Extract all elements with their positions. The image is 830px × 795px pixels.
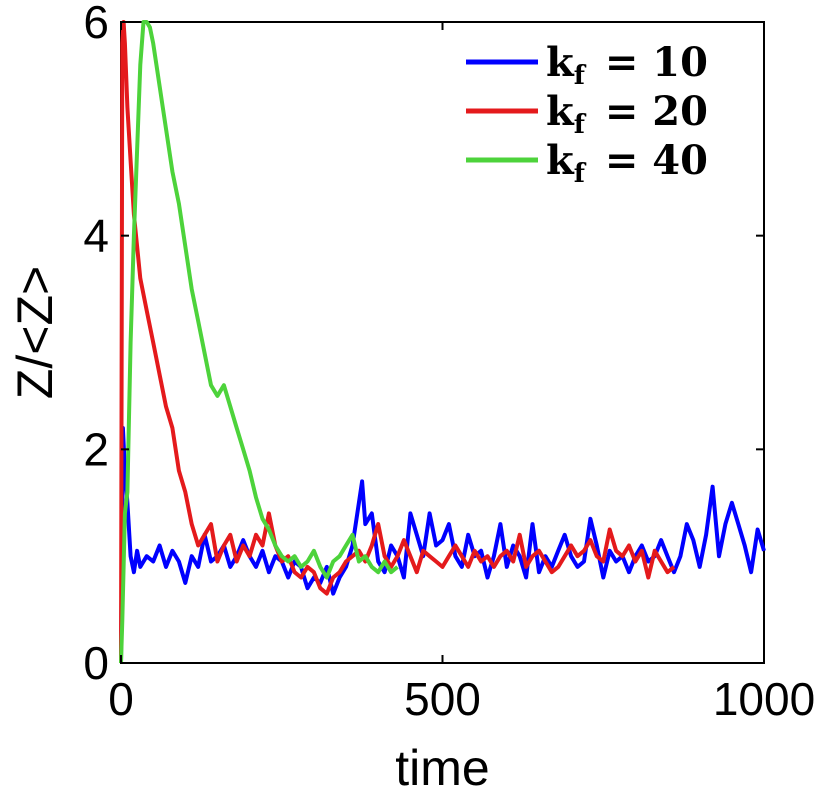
- legend-entry-2: kf = 20: [546, 88, 708, 140]
- y-tick-label: 2: [83, 423, 109, 475]
- series-line-1: [119, 426, 766, 664]
- y-axis-label: Z/<Z>: [7, 266, 63, 399]
- series-layer: [119, 20, 766, 664]
- x-tick-label: 0: [108, 673, 134, 725]
- legend-entry-3: kf = 40: [546, 137, 708, 189]
- series-line-3: [119, 20, 399, 664]
- x-tick-label: 500: [404, 673, 481, 725]
- x-tick-label: 1000: [713, 673, 815, 725]
- y-tick-label: 0: [83, 637, 109, 689]
- ticks-layer: 0 500 1000 0 2 4 6: [83, 0, 815, 725]
- y-tick-label: 4: [83, 210, 109, 262]
- y-tick-label: 6: [83, 0, 109, 48]
- x-axis-label: time: [395, 740, 489, 795]
- series-line-2: [119, 20, 676, 664]
- legend-entry-1: kf = 10: [546, 39, 708, 91]
